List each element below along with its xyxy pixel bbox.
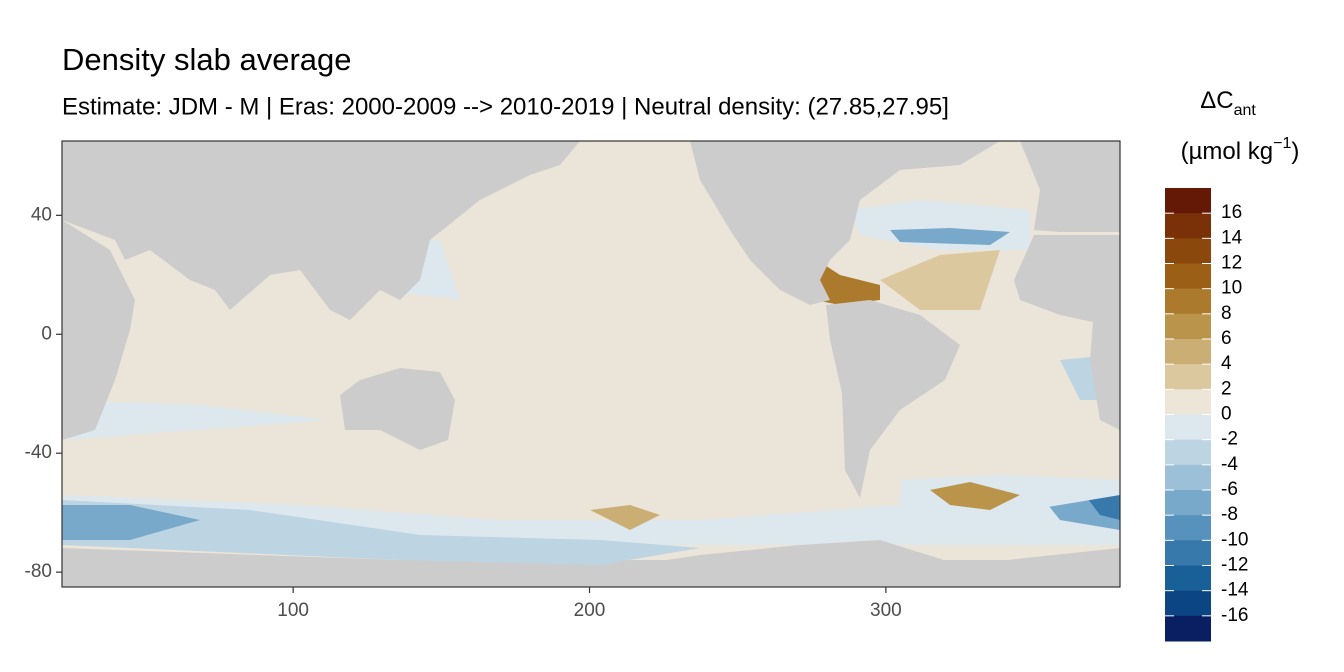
legend-label: 10: [1221, 278, 1242, 299]
legend-unit: (µmol kg−1): [1181, 135, 1300, 165]
legend-key: [1165, 339, 1211, 365]
ocean-zone: [62, 400, 330, 440]
land: [62, 220, 135, 440]
legend-key: [1165, 188, 1211, 214]
legend-label: -10: [1221, 529, 1248, 550]
legend-key: [1165, 263, 1211, 290]
land: [826, 300, 960, 498]
legend-key: [1165, 288, 1211, 315]
land: [62, 540, 1120, 587]
legend-key: [1165, 540, 1211, 566]
land: [62, 141, 580, 320]
legend-key: [1165, 565, 1211, 592]
legend-label: 4: [1221, 353, 1232, 374]
y-tick-label: 40: [31, 204, 52, 225]
legend-label: -12: [1221, 555, 1248, 576]
land: [1014, 235, 1120, 430]
land: [690, 141, 1000, 305]
y-tick-label: -40: [25, 442, 52, 463]
legend-key: [1165, 439, 1211, 466]
legend-label: -14: [1221, 580, 1249, 601]
chart-title: Density slab average: [62, 42, 352, 77]
legend-unit-end: ): [1291, 138, 1299, 165]
panel-border: [61, 140, 1121, 588]
legend-label: -8: [1221, 504, 1238, 525]
legend-key: [1165, 364, 1211, 390]
legend-label: -2: [1221, 429, 1238, 450]
map-layer: [61, 140, 1121, 588]
ocean-zone: [590, 505, 660, 530]
ocean-zone: [62, 505, 200, 540]
legend-label: 16: [1221, 202, 1242, 223]
legend-label: 14: [1221, 227, 1243, 248]
chart-subtitle: Estimate: JDM - M | Eras: 2000-2009 --> …: [62, 93, 949, 120]
legend-title-subscript: ant: [1234, 102, 1257, 119]
legend-key: [1165, 213, 1211, 239]
legend-unit-text: (µmol kg: [1181, 138, 1274, 165]
x-tick-label: 300: [870, 600, 902, 621]
ocean-zone: [890, 228, 1010, 245]
land: [1020, 141, 1120, 232]
legend-key: [1165, 515, 1211, 541]
legend-key: [1165, 389, 1211, 415]
legend-key: [1165, 615, 1211, 642]
y-tick-label: -80: [25, 561, 52, 582]
legend-key: [1165, 490, 1211, 516]
ocean-zone: [930, 482, 1020, 510]
legend-title-symbol: ΔC: [1200, 87, 1233, 114]
legend-label: -4: [1221, 454, 1238, 475]
ocean-zone: [880, 250, 1000, 310]
legend-unit-superscript: −1: [1273, 135, 1291, 152]
legend-label: 8: [1221, 303, 1232, 324]
ocean-zone: [62, 500, 700, 565]
legend-label: 2: [1221, 378, 1232, 399]
legend-label: 0: [1221, 404, 1232, 425]
legend-key: [1165, 313, 1211, 340]
legend-label: 12: [1221, 253, 1242, 274]
legend-key: [1165, 414, 1211, 441]
legend-key: [1165, 464, 1211, 491]
legend-label: 6: [1221, 328, 1232, 349]
y-tick-label: 0: [41, 323, 52, 344]
x-tick-label: 100: [277, 600, 309, 621]
legend-key: [1165, 590, 1211, 617]
legend-title: ΔCant: [1200, 87, 1256, 119]
legend-key: [1165, 238, 1211, 264]
legend-label: -16: [1221, 605, 1248, 626]
land: [340, 368, 455, 450]
legend-label: -6: [1221, 479, 1238, 500]
x-tick-label: 200: [574, 600, 606, 621]
